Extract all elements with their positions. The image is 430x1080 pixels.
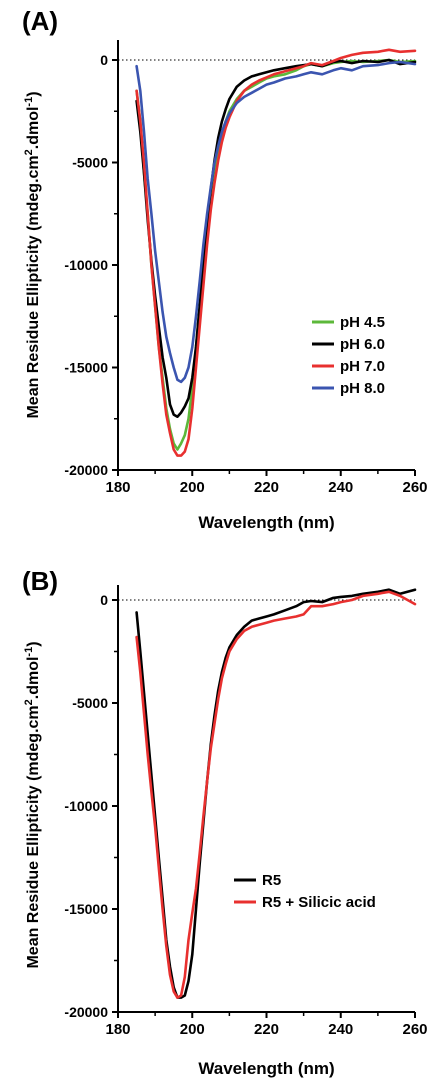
y-axis-label-superscript: -1 (23, 97, 35, 107)
legend-label: pH 8.0 (340, 380, 385, 397)
x-axis-label: Wavelength (nm) (198, 1059, 334, 1078)
legend-label: R5 + Silicic acid (262, 894, 376, 911)
y-axis-label-part: ) (25, 641, 42, 646)
y-tick-label: -15000 (64, 360, 108, 376)
x-tick-label: 260 (402, 1021, 427, 1038)
panel-label: (A) (22, 6, 58, 36)
y-tick-label: 0 (100, 592, 108, 608)
legend-label: pH 7.0 (340, 358, 385, 375)
series-line-1 (135, 590, 417, 999)
y-axis-label-superscript: 2 (23, 699, 35, 705)
legend-label: R5 (262, 872, 281, 889)
y-axis-label-part: Mean Residue Ellipticity (mdeg.cm (25, 705, 42, 968)
x-tick-label: 220 (254, 479, 279, 496)
legend-label: pH 4.5 (340, 314, 385, 331)
x-tick-label: 200 (180, 1021, 205, 1038)
x-axis-label: Wavelength (nm) (198, 513, 334, 532)
y-axis-label: Mean Residue Ellipticity (mdeg.cm2.dmol-… (23, 91, 42, 418)
x-tick-label: 240 (328, 479, 353, 496)
y-axis-label: Mean Residue Ellipticity (mdeg.cm2.dmol-… (23, 641, 42, 968)
legend-label: pH 6.0 (340, 336, 385, 353)
y-axis-label-part: ) (25, 91, 42, 96)
y-tick-label: -5000 (72, 695, 108, 711)
y-tick-label: -20000 (64, 462, 108, 478)
y-tick-label: 0 (100, 52, 108, 68)
x-tick-label: 180 (105, 1021, 130, 1038)
x-tick-label: 180 (105, 479, 130, 496)
series-line-3 (135, 60, 417, 384)
x-tick-label: 220 (254, 1021, 279, 1038)
x-tick-label: 240 (328, 1021, 353, 1038)
x-tick-label: 200 (180, 479, 205, 496)
y-axis-label-part: .dmol (25, 107, 42, 150)
y-axis-label-part: .dmol (25, 657, 42, 700)
series-line-2 (135, 48, 417, 457)
series-line-0 (135, 588, 417, 999)
panel-label: (B) (22, 566, 58, 596)
y-axis-label-part: Mean Residue Ellipticity (mdeg.cm (25, 155, 42, 418)
y-axis-label-superscript: -1 (23, 647, 35, 657)
x-tick-label: 260 (402, 479, 427, 496)
y-axis-label-superscript: 2 (23, 149, 35, 155)
y-tick-label: -10000 (64, 798, 108, 814)
y-tick-label: -15000 (64, 901, 108, 917)
y-tick-label: -20000 (64, 1004, 108, 1020)
y-tick-label: -5000 (72, 155, 108, 171)
y-tick-label: -10000 (64, 257, 108, 273)
